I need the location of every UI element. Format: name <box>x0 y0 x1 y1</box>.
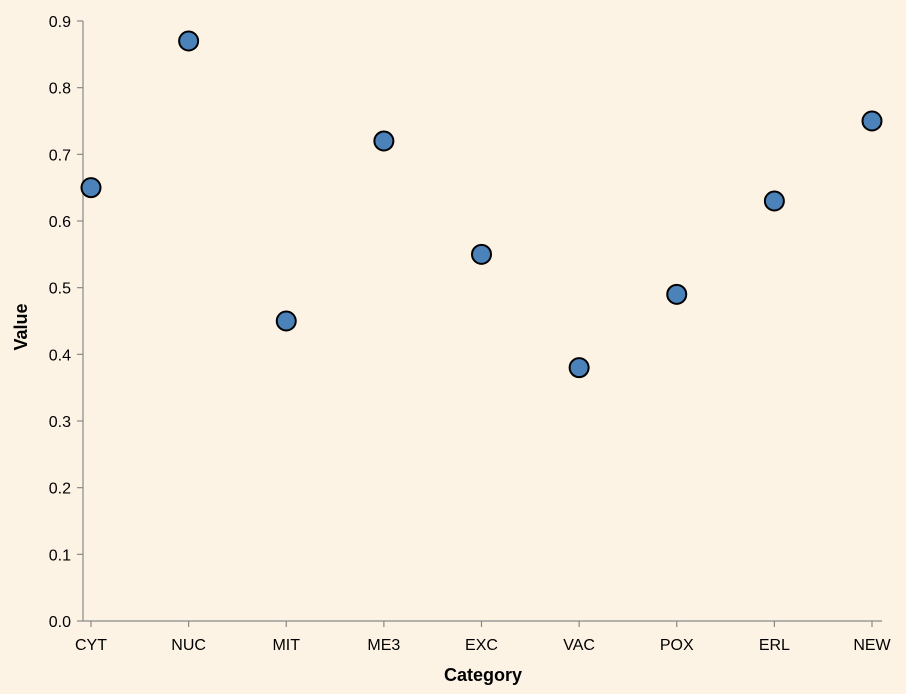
x-tick-label: NUC <box>171 637 206 654</box>
y-tick-label: 0.7 <box>49 147 71 164</box>
y-tick-label: 0.2 <box>49 481 71 498</box>
y-tick-label: 0.0 <box>49 614 71 631</box>
data-point-nuc <box>178 30 200 52</box>
data-point-cyt <box>80 177 102 199</box>
data-point-exc <box>471 243 492 265</box>
x-tick-label: ERL <box>759 637 790 654</box>
y-axis-title: Value <box>11 303 31 350</box>
y-tick-label: 0.4 <box>49 347 71 364</box>
y-tick-label: 0.9 <box>49 14 71 31</box>
x-tick-label: EXC <box>465 637 498 654</box>
data-point-me3 <box>373 130 395 152</box>
data-point-vac <box>568 357 590 379</box>
data-point-pox <box>666 283 688 305</box>
x-tick-label: CYT <box>75 637 107 654</box>
x-axis-title: Category <box>444 665 522 685</box>
y-tick-label: 0.6 <box>49 214 71 231</box>
y-tick-label: 0.3 <box>49 414 71 431</box>
y-axis: 0.0 0.1 0.2 0.3 0.4 0.5 0.6 0.7 0.8 0.9 <box>49 14 84 631</box>
x-axis: CYT NUC MIT ME3 EXC VAC POX ERL NEW <box>75 620 892 654</box>
x-tick-label: NEW <box>853 637 891 654</box>
x-tick-label: ME3 <box>367 637 400 654</box>
data-points <box>80 30 883 379</box>
data-point-new <box>861 110 883 132</box>
x-tick-label: MIT <box>272 637 300 654</box>
data-point-mit <box>275 310 297 332</box>
y-tick-label: 0.1 <box>49 547 71 564</box>
data-point-erl <box>763 190 785 212</box>
y-tick-label: 0.8 <box>49 81 71 98</box>
x-tick-label: VAC <box>563 637 595 654</box>
x-tick-label: POX <box>660 637 694 654</box>
y-tick-label: 0.5 <box>49 281 71 298</box>
